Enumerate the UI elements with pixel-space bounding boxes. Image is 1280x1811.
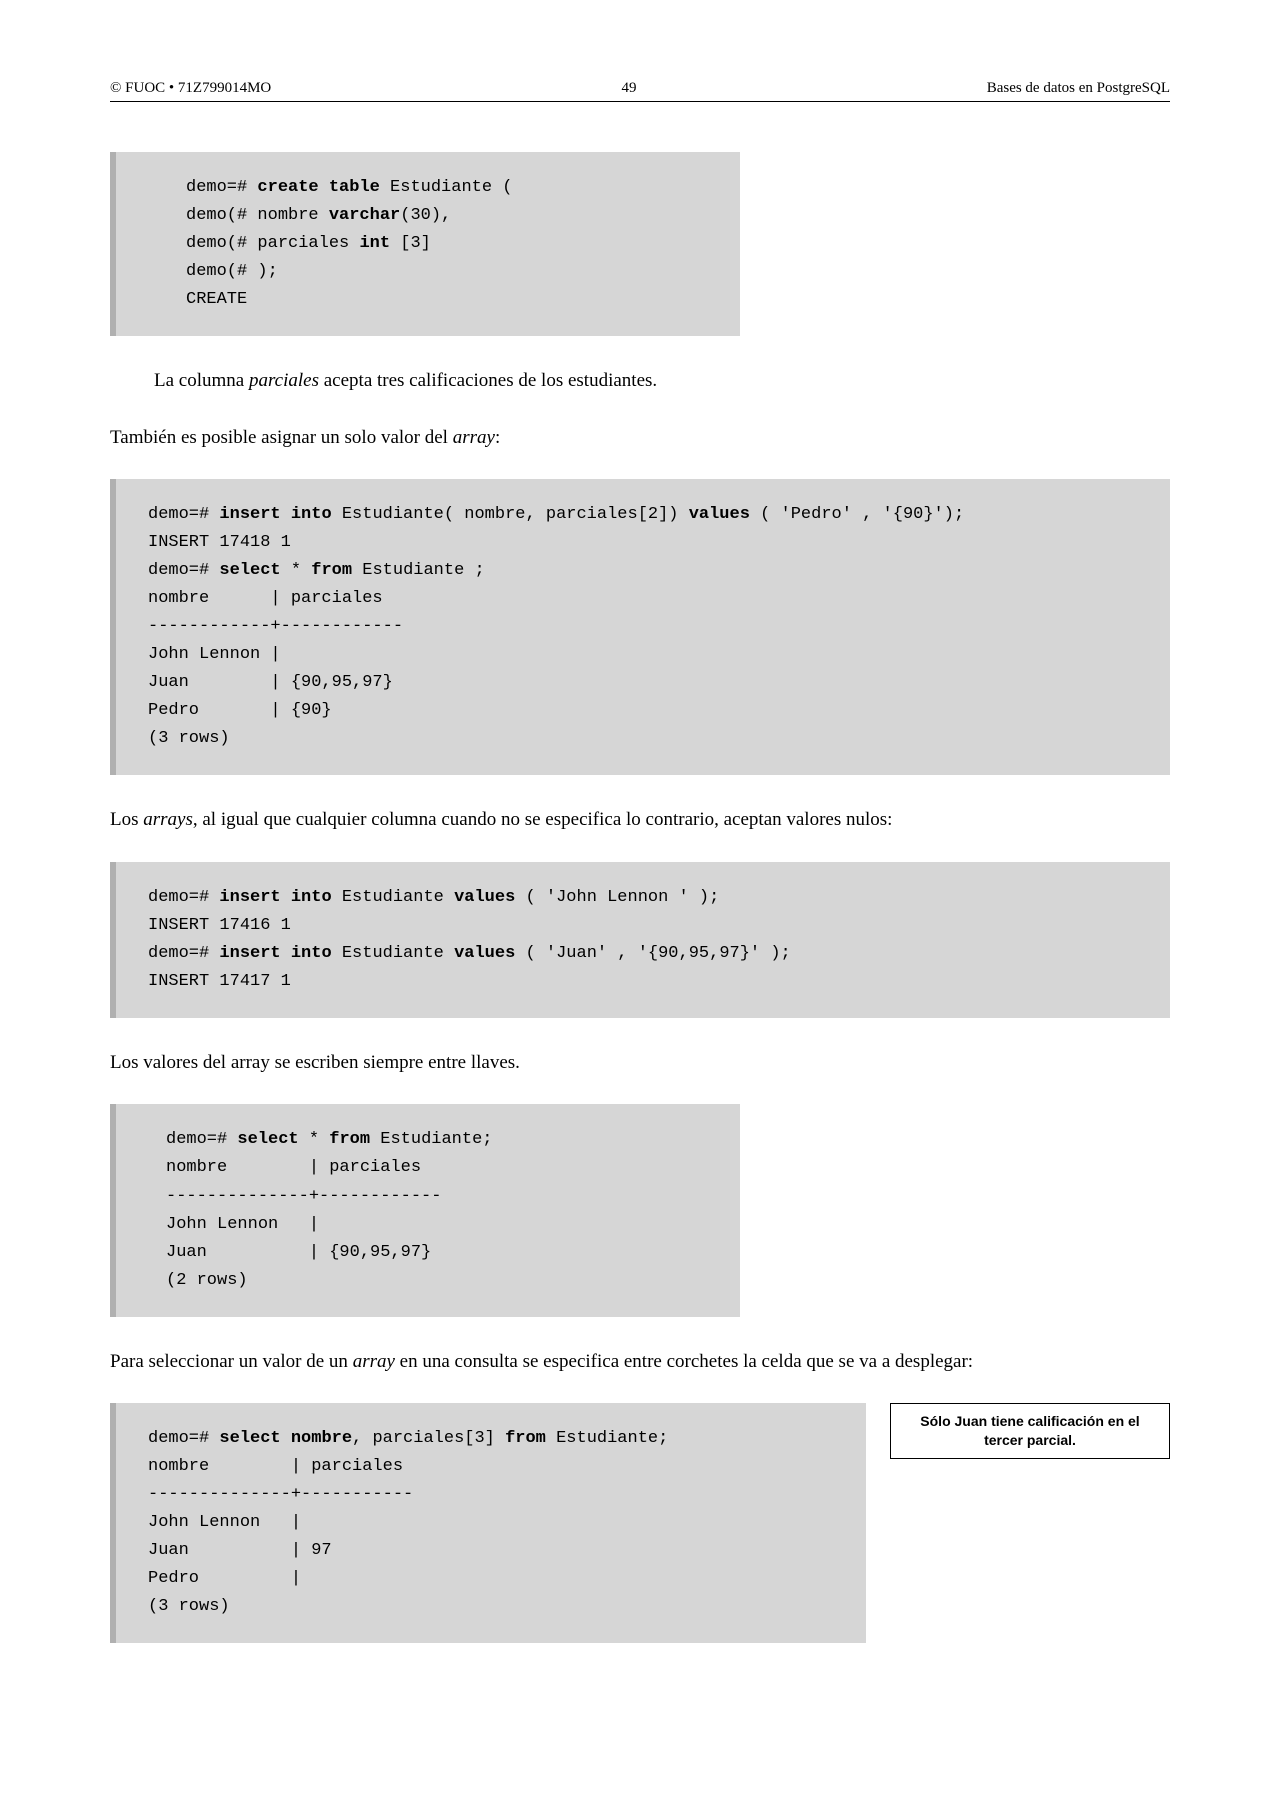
header-right: Bases de datos en PostgreSQL [987, 80, 1170, 97]
page-header: © FUOC • 71Z799014MO 49 Bases de datos e… [110, 80, 1170, 102]
paragraph-parciales: La columna parciales acepta tres calific… [154, 366, 1170, 396]
code-block-insert-pedro: demo=# insert into Estudiante( nombre, p… [110, 479, 1170, 775]
code-with-note-row: demo=# select nombre, parciales[3] from … [110, 1403, 1170, 1643]
code-block-select-parciales3: demo=# select nombre, parciales[3] from … [110, 1403, 866, 1643]
header-page-number: 49 [621, 80, 636, 97]
paragraph-arrays-null: Los arrays, al igual que cualquier colum… [110, 805, 1170, 835]
code-block-insert-lennon-juan: demo=# insert into Estudiante values ( '… [110, 862, 1170, 1018]
code-block-create-table: demo=# create table Estudiante ( demo(# … [110, 152, 740, 336]
paragraph-array-single: También es posible asignar un solo valor… [110, 423, 1170, 453]
header-left: © FUOC • 71Z799014MO [110, 80, 271, 97]
code-block-select-all: demo=# select * from Estudiante; nombre … [110, 1104, 740, 1316]
paragraph-select-array: Para seleccionar un valor de un array en… [110, 1347, 1170, 1377]
margin-note: Sólo Juan tiene calificación en el terce… [890, 1403, 1170, 1459]
paragraph-llaves: Los valores del array se escriben siempr… [110, 1048, 1170, 1078]
